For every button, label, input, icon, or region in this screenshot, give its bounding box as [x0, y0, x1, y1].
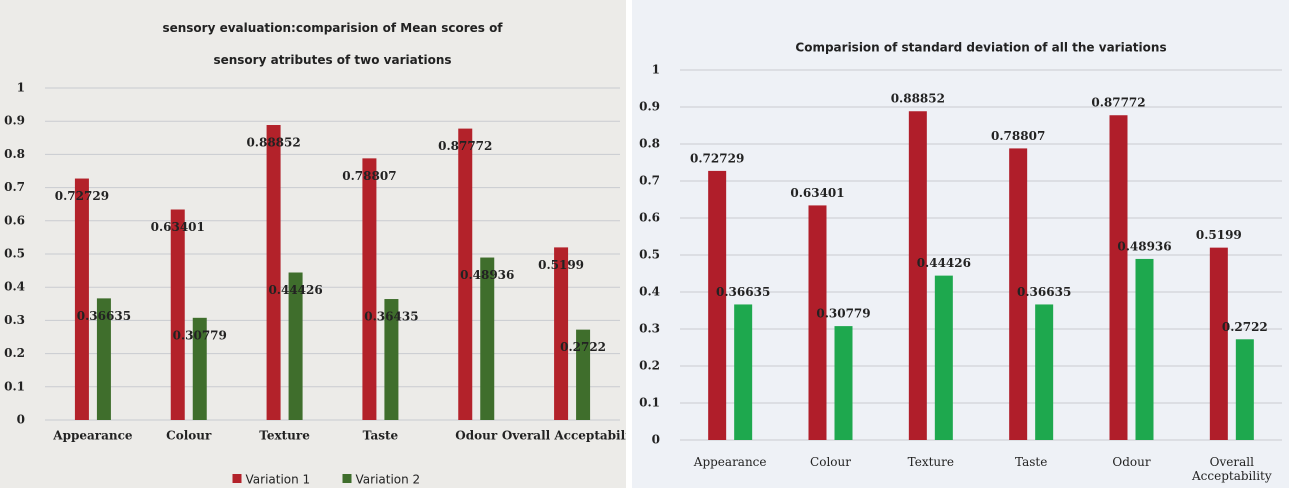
data-label: 0.88852: [246, 136, 300, 150]
y-tick-label: 0.6: [4, 213, 25, 227]
data-label: 0.30779: [816, 307, 870, 321]
y-tick-label: 0.3: [639, 322, 660, 336]
bar: [708, 170, 727, 440]
y-tick-label: 0.5: [4, 247, 25, 261]
bar: [384, 299, 399, 420]
x-tick-label: Texture: [259, 429, 310, 443]
data-label: 0.36635: [77, 309, 131, 323]
bar: [834, 326, 853, 440]
bar: [1135, 258, 1154, 440]
y-tick-label: 0: [652, 433, 660, 447]
x-tick-label: Taste: [1015, 455, 1048, 469]
bar: [1035, 304, 1054, 440]
y-tick-label: 0.6: [639, 211, 660, 225]
bar: [458, 128, 473, 420]
bar: [576, 329, 591, 420]
data-label: 0.44426: [917, 256, 971, 270]
y-tick-label: 1: [652, 63, 660, 77]
y-tick-label: 0.2: [639, 359, 660, 373]
bar: [1109, 115, 1128, 441]
data-label: 0.36435: [364, 310, 418, 324]
x-tick-label: Odour: [455, 429, 498, 443]
legend-label: Variation 1: [246, 473, 311, 487]
legend-label: Variation 2: [356, 473, 421, 487]
y-tick-label: 0.1: [4, 379, 25, 393]
bar: [1209, 247, 1228, 440]
legend-swatch: [232, 474, 242, 483]
y-tick-label: 0.7: [4, 180, 25, 194]
bar: [74, 178, 89, 420]
y-tick-label: 0.8: [4, 147, 25, 161]
y-tick-label: 0.5: [639, 248, 660, 262]
y-tick-label: 0.4: [639, 285, 660, 299]
y-tick-label: 0.7: [639, 174, 660, 188]
bar: [480, 257, 495, 420]
y-tick-label: 0.4: [4, 280, 25, 294]
data-label: 0.5199: [538, 258, 584, 272]
data-label: 0.72729: [690, 151, 744, 165]
data-label: 0.2722: [1222, 320, 1268, 334]
bar: [1009, 148, 1028, 440]
x-tick-label: Texture: [907, 455, 954, 469]
x-tick-label: Overall Acceptability: [502, 429, 626, 443]
data-label: 0.72729: [55, 189, 109, 203]
x-tick-label: Colour: [810, 455, 851, 469]
data-label: 0.44426: [268, 283, 322, 297]
y-tick-label: 1: [17, 81, 25, 95]
y-tick-label: 0.9: [639, 100, 660, 114]
data-label: 0.78807: [342, 169, 396, 183]
data-label: 0.63401: [790, 186, 844, 200]
x-tick-label: Taste: [363, 429, 399, 443]
y-tick-label: 0.8: [639, 137, 660, 151]
bar: [170, 209, 185, 420]
y-tick-label: 0.3: [4, 313, 25, 327]
bar: [96, 298, 111, 420]
chart: sensory evaluation:comparision of Mean s…: [0, 0, 626, 488]
data-label: 0.2722: [560, 340, 606, 354]
bar: [362, 158, 377, 420]
data-label: 0.87772: [438, 139, 492, 153]
data-label: 0.30779: [173, 328, 227, 342]
x-tick-label: Colour: [166, 429, 212, 443]
bar: [554, 247, 569, 420]
x-tick-label: Odour: [1112, 455, 1151, 469]
bar: [1235, 339, 1254, 440]
chart-title: Comparision of standard deviation of all…: [795, 41, 1166, 55]
data-label: 0.88852: [891, 92, 945, 106]
bar: [192, 317, 207, 420]
data-label: 0.36635: [716, 285, 770, 299]
y-tick-label: 0.9: [4, 114, 25, 128]
bar: [808, 205, 827, 440]
chart: Comparision of standard deviation of all…: [632, 0, 1289, 488]
bar: [934, 275, 953, 440]
bar: [908, 111, 927, 441]
x-tick-label: Overall Acceptability: [1191, 455, 1272, 483]
legend-swatch: [342, 474, 352, 483]
chart-title: sensory evaluation:comparision of Mean s…: [162, 21, 503, 67]
data-label: 0.36635: [1017, 285, 1071, 299]
y-tick-label: 0.2: [4, 346, 25, 360]
data-label: 0.48936: [1117, 239, 1171, 253]
data-label: 0.5199: [1196, 228, 1242, 242]
data-label: 0.78807: [991, 129, 1045, 143]
bar: [734, 304, 753, 440]
bar: [266, 125, 281, 421]
x-tick-label: Appearance: [52, 429, 133, 443]
data-label: 0.48936: [460, 268, 514, 282]
x-tick-label: Appearance: [693, 455, 767, 469]
data-label: 0.87772: [1091, 96, 1145, 110]
y-tick-label: 0: [17, 413, 25, 427]
y-tick-label: 0.1: [639, 396, 660, 410]
bar: [288, 272, 303, 420]
data-label: 0.63401: [151, 220, 205, 234]
